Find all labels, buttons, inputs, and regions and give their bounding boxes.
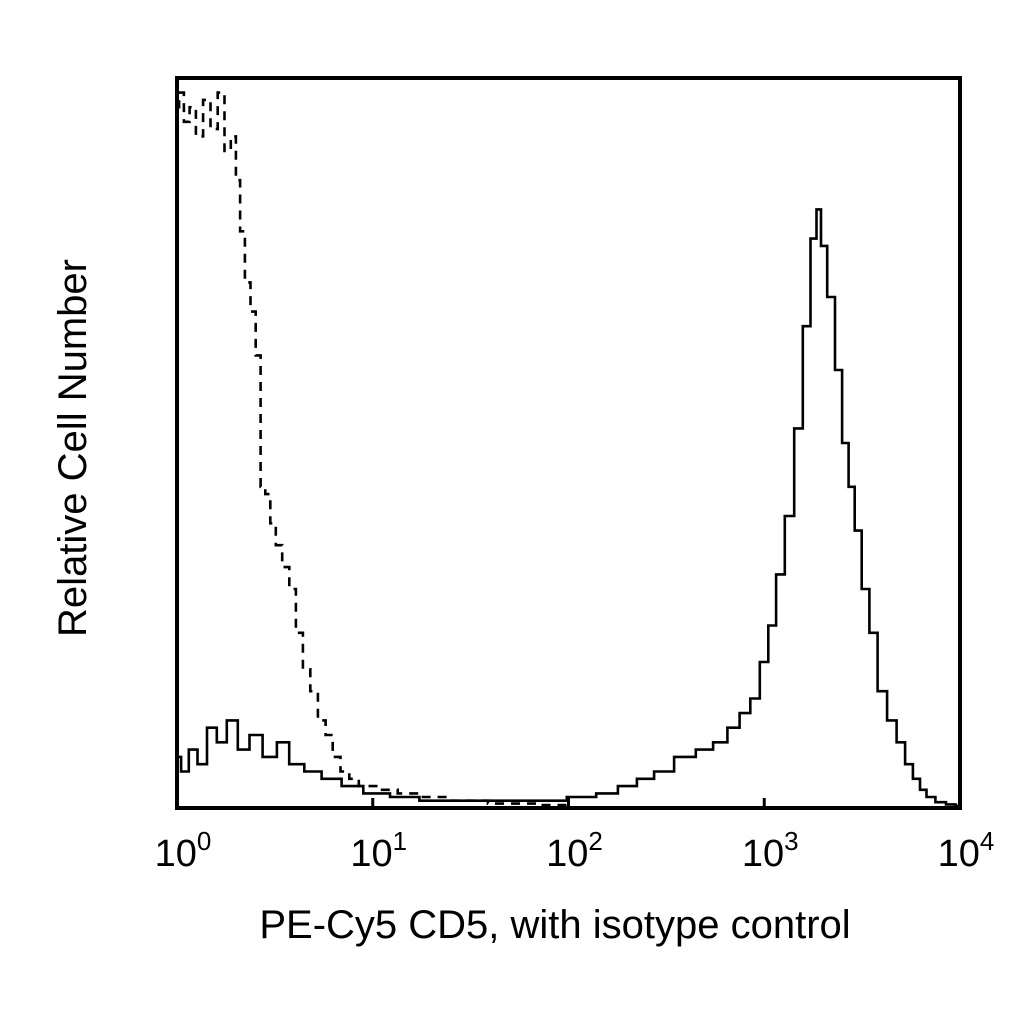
x-tick-label: 104	[938, 826, 995, 875]
x-tick-label: 100	[155, 826, 212, 875]
y-axis-title: Relative Cell Number	[51, 259, 95, 637]
cd5-histogram	[177, 208, 960, 808]
x-axis-title: PE-Cy5 CD5, with isotype control	[259, 903, 850, 947]
isotype-control-histogram	[177, 91, 569, 807]
plot-frame	[175, 76, 962, 810]
series-layer	[177, 91, 960, 808]
x-tick-label: 101	[350, 826, 407, 875]
x-tick-label: 103	[742, 826, 799, 875]
x-tick-layer: 100 101 102 103 104	[155, 798, 995, 875]
x-tick-label: 102	[546, 826, 603, 875]
